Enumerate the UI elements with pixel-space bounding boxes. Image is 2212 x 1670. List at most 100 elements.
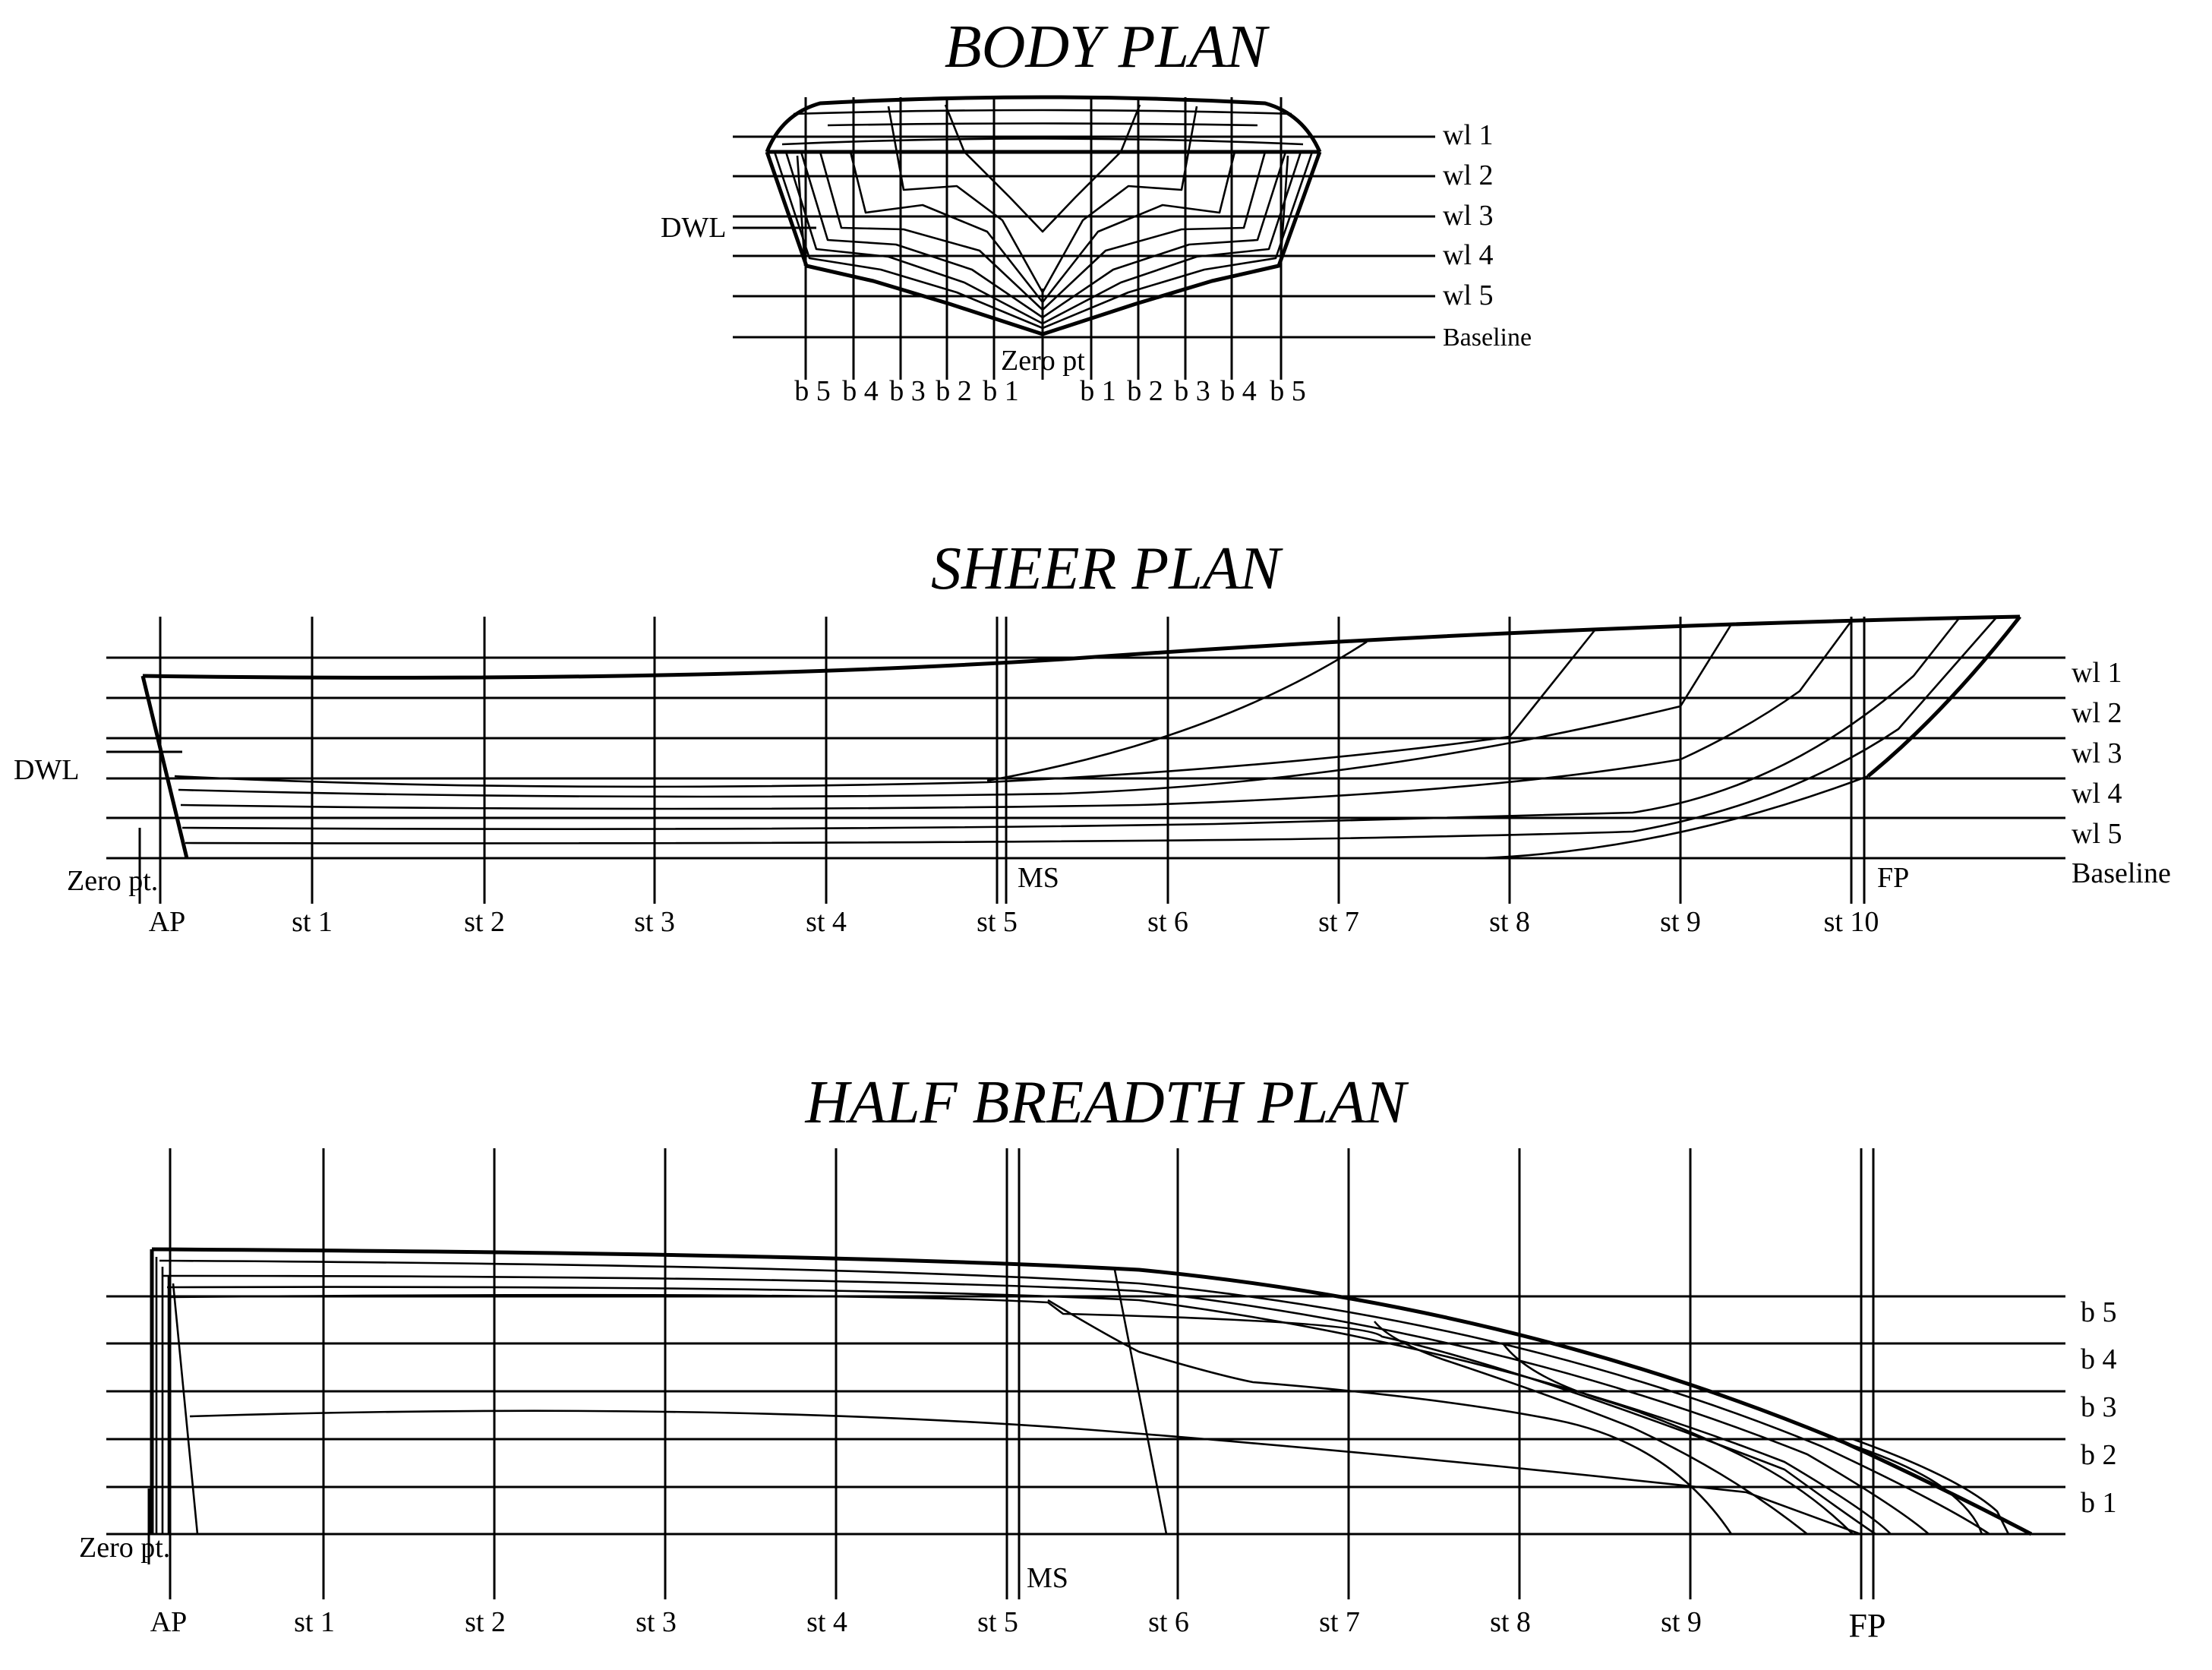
hb-waterline-5 xyxy=(189,1410,1861,1536)
body-deck-outline xyxy=(765,95,1322,153)
sheer-baseline-label: Baseline xyxy=(2072,857,2171,889)
hb-fp-label: FP xyxy=(1849,1607,1886,1644)
sheer-wl3-label: wl 3 xyxy=(2072,737,2122,769)
hb-b1-label: b 1 xyxy=(2081,1487,2117,1519)
body-section-8 xyxy=(944,104,1141,233)
sheer-ms-label: MS xyxy=(1018,862,1059,894)
body-section-3 xyxy=(784,151,1302,325)
hb-st1-label: st 1 xyxy=(294,1606,335,1638)
body-plan-title: BODY PLAN xyxy=(945,14,1270,81)
hb-bow-1 xyxy=(1844,1441,1983,1535)
body-deck-inner xyxy=(781,137,1304,146)
sheer-plan-title: SHEER PLAN xyxy=(931,535,1284,602)
body-b3-right-label: b 3 xyxy=(1174,375,1210,407)
body-b4-left-label: b 4 xyxy=(842,375,879,407)
body-chine xyxy=(796,155,1289,267)
sheer-st2-label: st 2 xyxy=(464,906,505,938)
sheer-wl4-label: wl 4 xyxy=(2072,778,2122,810)
body-b4-right-label: b 4 xyxy=(1220,375,1257,407)
half-breadth-plan-title: HALF BREADTH PLAN xyxy=(804,1069,1409,1136)
body-b5-right-label: b 5 xyxy=(1270,375,1306,407)
body-b1-left-label: b 1 xyxy=(983,375,1019,407)
body-dwl-label: DWL xyxy=(661,212,727,244)
body-section-5 xyxy=(819,151,1267,311)
half-breadth-curves xyxy=(150,1247,2033,1536)
sheer-st6-label: st 6 xyxy=(1147,906,1188,938)
sheer-buttock-5 xyxy=(185,616,1998,844)
body-b2-left-label: b 2 xyxy=(936,375,972,407)
body-max-section xyxy=(765,151,1322,336)
body-plan-sections xyxy=(765,95,1322,336)
hb-ap-label: AP xyxy=(150,1606,188,1638)
sheer-st8-label: st 8 xyxy=(1489,906,1530,938)
sheer-deck-line xyxy=(142,614,2021,680)
hb-bow-2 xyxy=(1852,1438,2010,1535)
body-zero-label: Zero pt xyxy=(1001,345,1085,377)
body-baseline-label: Baseline xyxy=(1443,324,1532,352)
hb-diagonal xyxy=(1113,1269,1168,1535)
sheer-buttock-4 xyxy=(181,617,1961,830)
sheer-st5-label: st 5 xyxy=(977,906,1018,938)
body-wl3-label: wl 3 xyxy=(1443,200,1494,232)
sheer-st7-label: st 7 xyxy=(1318,906,1359,938)
sheer-ap-label: AP xyxy=(149,906,186,938)
sheer-transom xyxy=(140,675,189,859)
sheer-wl1-label: wl 1 xyxy=(2072,657,2122,689)
half-breadth-labels: b 5 b 4 b 3 b 2 b 1 Zero pt. MS AP st 1 … xyxy=(79,1296,2117,1644)
sheer-stem xyxy=(1866,615,2021,778)
sheer-buttock-1 xyxy=(174,630,1596,788)
hb-st8-label: st 8 xyxy=(1490,1606,1531,1638)
hb-b2-label: b 2 xyxy=(2081,1439,2117,1471)
half-breadth-plan: HALF BREADTH PLAN xyxy=(79,1069,2117,1644)
hb-st3-label: st 3 xyxy=(636,1606,677,1638)
half-breadth-grid xyxy=(106,1148,2065,1599)
body-b2-right-label: b 2 xyxy=(1127,375,1163,407)
sheer-st3-label: st 3 xyxy=(634,906,675,938)
body-section-2 xyxy=(773,151,1314,330)
body-wl1-label: wl 1 xyxy=(1443,119,1494,151)
sheer-wl5-label: wl 5 xyxy=(2072,818,2122,850)
hb-ms-label: MS xyxy=(1027,1562,1068,1594)
sheer-plan: SHEER PLAN xyxy=(14,535,2171,938)
sheer-zero-label: Zero pt. xyxy=(67,865,158,897)
sheer-st1-label: st 1 xyxy=(292,906,333,938)
body-b5-left-label: b 5 xyxy=(794,375,831,407)
hb-transom-flare xyxy=(172,1283,199,1535)
sheer-wl2-label: wl 2 xyxy=(2072,697,2122,729)
body-section-6 xyxy=(849,151,1236,304)
hb-b4-label: b 4 xyxy=(2081,1343,2117,1375)
hb-zero-label: Zero pt. xyxy=(79,1532,170,1564)
body-plan: BODY PLAN xyxy=(661,14,1532,407)
hb-st9-label: st 9 xyxy=(1661,1606,1702,1638)
hb-st6-label: st 6 xyxy=(1148,1606,1189,1638)
hb-waterline-8 xyxy=(1502,1343,1854,1535)
sheer-buttock-6 xyxy=(986,640,1368,782)
body-deck-inner-3 xyxy=(827,122,1258,127)
body-plan-labels: wl 1 wl 2 wl 3 wl 4 wl 5 Baseline DWL Ze… xyxy=(661,119,1532,407)
body-b1-right-label: b 1 xyxy=(1080,375,1116,407)
hb-waterline-4 xyxy=(170,1293,1876,1536)
sheer-dwl-label: DWL xyxy=(14,754,80,786)
hb-st7-label: st 7 xyxy=(1319,1606,1360,1638)
sheer-buttock-2 xyxy=(178,623,1733,798)
hb-transom-inner xyxy=(155,1257,170,1534)
hb-waterline-3 xyxy=(166,1286,1892,1535)
hb-waterline-6 xyxy=(1047,1299,1733,1535)
sheer-keel-profile xyxy=(178,775,1869,860)
hb-st5-label: st 5 xyxy=(977,1606,1018,1638)
sheer-buttock-3 xyxy=(180,618,1854,810)
hb-waterline-7 xyxy=(1373,1321,1808,1536)
body-deck-inner-2 xyxy=(793,109,1292,115)
hb-waterline-2 xyxy=(163,1274,1930,1535)
hb-st2-label: st 2 xyxy=(465,1606,506,1638)
body-section-7 xyxy=(887,106,1198,294)
hb-deck-edge xyxy=(151,1247,2033,1536)
hb-waterline-1 xyxy=(159,1259,1990,1536)
sheer-st9-label: st 9 xyxy=(1660,906,1701,938)
body-b3-left-label: b 3 xyxy=(889,375,926,407)
hb-b3-label: b 3 xyxy=(2081,1391,2117,1423)
body-wl4-label: wl 4 xyxy=(1443,239,1494,271)
sheer-fp-label: FP xyxy=(1877,862,1909,894)
hb-b5-label: b 5 xyxy=(2081,1296,2117,1328)
